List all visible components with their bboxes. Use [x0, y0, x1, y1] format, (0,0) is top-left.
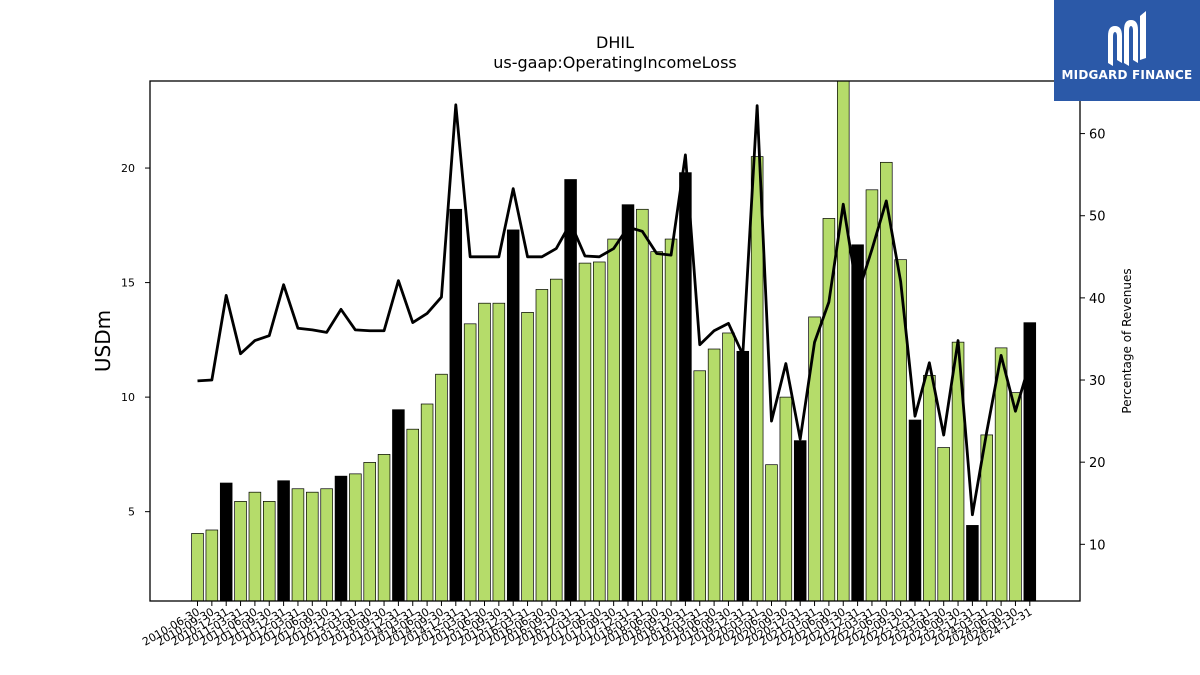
y2-tick-label: 10 [1089, 538, 1106, 553]
bar-2014-09-30 [435, 373, 448, 602]
bar-2018-12-31 [679, 172, 692, 602]
bars-layer [191, 80, 1037, 602]
bar-2024-06-30 [994, 347, 1008, 602]
bar-2010-06-30 [191, 533, 204, 602]
y2-tick-label: 30 [1089, 374, 1106, 389]
bar-2019-12-31 [736, 350, 750, 602]
bar-2012-12-31 [334, 475, 348, 602]
bar-2013-06-30 [363, 462, 376, 602]
midgard-logo: MIDGARD FINANCE [1054, 0, 1200, 101]
line-layer [197, 103, 1032, 517]
bar-2014-03-31 [406, 428, 420, 602]
bar-2017-03-31 [578, 262, 592, 602]
bar-2023-03-31 [923, 375, 936, 602]
bar-2020-06-30 [765, 464, 778, 602]
bar-2015-12-31 [506, 229, 520, 602]
percentage-line [197, 103, 1032, 517]
bar-2011-09-30 [263, 501, 276, 602]
bar-2014-12-31 [449, 208, 463, 602]
bar-2018-09-30 [664, 238, 678, 602]
bar-2018-06-30 [650, 251, 663, 602]
bar-2010-12-31 [219, 482, 233, 602]
y2-axis-label: Percentage of Revenues [1120, 268, 1134, 413]
y-tick-label: 10 [121, 391, 135, 404]
bar-2021-09-30 [836, 80, 850, 602]
x-axis: 2010-06-302010-09-302010-12-312011-03-31… [140, 601, 1034, 649]
bar-2017-09-30 [607, 238, 620, 602]
bar-2013-03-31 [349, 473, 362, 602]
bar-2011-03-31 [234, 501, 247, 602]
y2-tick-label: 50 [1089, 210, 1106, 225]
bar-2016-06-30 [535, 289, 549, 602]
y2-tick-label: 40 [1089, 292, 1106, 307]
bar-2016-12-31 [564, 179, 577, 602]
bar-2015-03-31 [463, 323, 477, 602]
bar-2019-06-30 [707, 348, 721, 602]
bar-2015-06-30 [478, 302, 491, 602]
bar-2021-12-31 [851, 244, 864, 602]
right-axis: 10 20 30 40 50 60 [1080, 128, 1106, 553]
bar-2010-09-30 [205, 529, 219, 602]
bar-2012-03-31 [291, 488, 305, 602]
bar-2020-12-31 [793, 440, 807, 602]
bar-2023-06-30 [937, 447, 950, 602]
bar-2011-06-30 [248, 491, 262, 602]
left-axis: 5 10 15 20 [121, 162, 150, 519]
y-tick-label: 15 [121, 277, 135, 290]
bar-2021-03-31 [808, 316, 821, 602]
bar-2022-12-31 [908, 419, 922, 602]
bar-2012-06-30 [306, 491, 319, 602]
midgard-logo-icon [1108, 11, 1146, 66]
y-axis-label: USDm [91, 310, 115, 372]
bar-2015-09-30 [492, 302, 506, 602]
bar-2017-06-30 [593, 261, 606, 602]
y-tick-label: 20 [121, 162, 135, 175]
bar-2016-03-31 [521, 312, 534, 602]
bar-2013-12-31 [392, 409, 405, 602]
y2-tick-label: 60 [1089, 128, 1106, 143]
logo-text: MIDGARD FINANCE [1061, 68, 1193, 82]
bar-2018-03-31 [636, 208, 649, 602]
bar-2012-09-30 [320, 488, 333, 602]
bar-2019-03-31 [693, 370, 706, 602]
bar-2020-09-30 [779, 396, 793, 602]
chart-title: DHIL [596, 33, 634, 52]
bar-2017-12-31 [621, 204, 635, 602]
y-tick-label: 5 [128, 506, 135, 519]
bar-2016-09-30 [549, 278, 563, 602]
chart-subtitle: us-gaap:OperatingIncomeLoss [493, 53, 737, 72]
bar-2024-09-30 [1009, 392, 1022, 602]
bar-2019-09-30 [722, 332, 735, 602]
bar-2014-06-30 [420, 403, 434, 602]
plot-frame [149, 80, 1081, 602]
y2-tick-label: 20 [1089, 456, 1106, 471]
bar-2013-09-30 [377, 454, 391, 602]
bar-2011-12-31 [277, 480, 290, 602]
bar-2023-12-31 [966, 525, 979, 602]
